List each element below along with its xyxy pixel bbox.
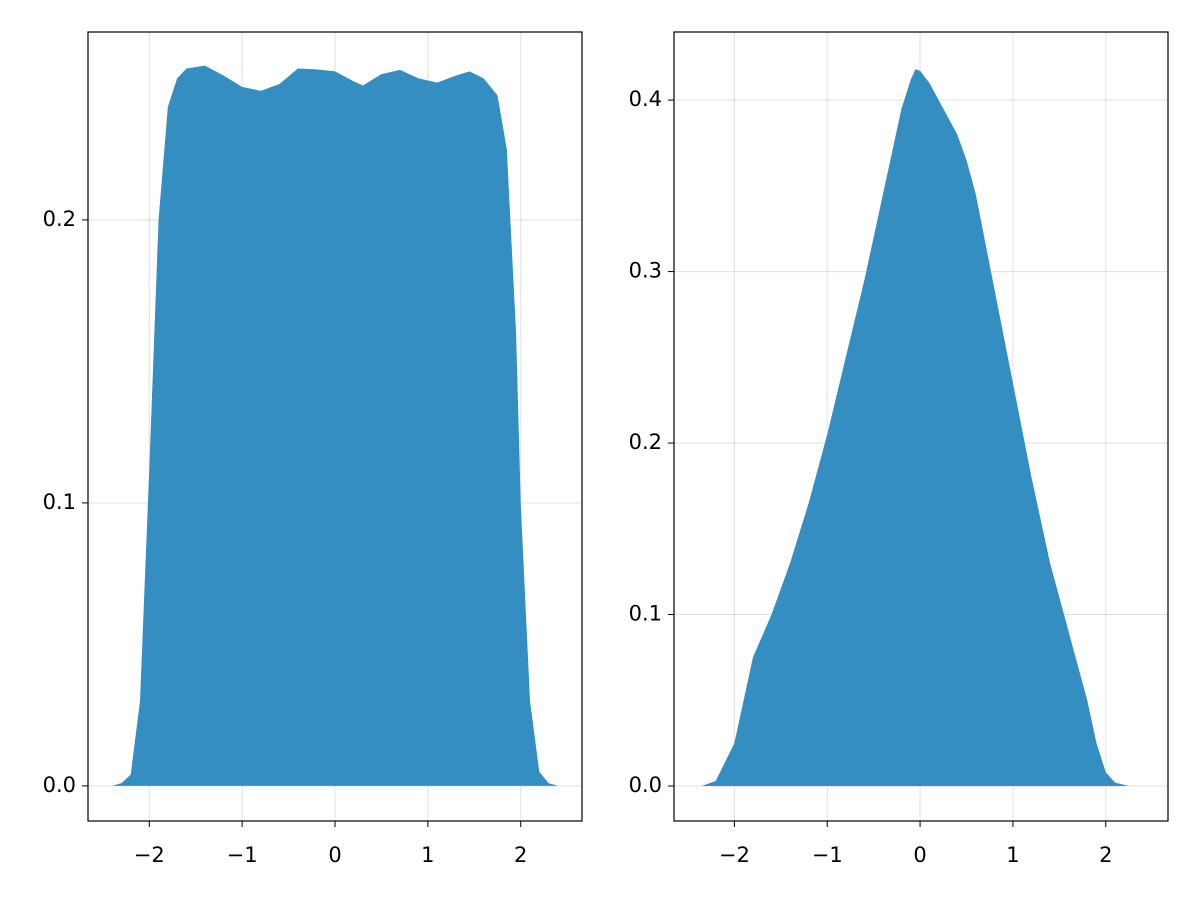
y-tick-label: 0.2	[629, 430, 662, 454]
plot-frame	[87, 31, 583, 822]
x-tick-label: −2	[134, 843, 165, 867]
y-tick-label: 0.3	[629, 259, 662, 283]
y-tick-label: 0.4	[629, 87, 662, 111]
panel: −2 −1 0 1 2 0.0 0.1 0.2 0.3 0.4	[629, 31, 1169, 867]
x-tick-label: 0	[328, 843, 341, 867]
density-area	[701, 69, 1129, 787]
x-tick-label: 0	[913, 843, 926, 867]
plot-frame	[673, 31, 1169, 822]
y-tick-label: 0.0	[43, 773, 76, 797]
density-area	[112, 65, 558, 786]
x-tick-label: −1	[812, 843, 843, 867]
y-tick-label: 0.1	[629, 602, 662, 626]
x-tick-label: −1	[227, 843, 258, 867]
x-tick-label: 2	[514, 843, 527, 867]
x-tick-label: 1	[1006, 843, 1019, 867]
x-tick-label: 1	[421, 843, 434, 867]
y-tick-label: 0.0	[629, 773, 662, 797]
x-tick-label: −2	[719, 843, 750, 867]
x-tick-label: 2	[1099, 843, 1112, 867]
y-tick-label: 0.1	[43, 490, 76, 514]
panel: −2 −1 0 1 2 0.0 0.1 0.2	[43, 31, 583, 867]
y-tick-label: 0.2	[43, 207, 76, 231]
